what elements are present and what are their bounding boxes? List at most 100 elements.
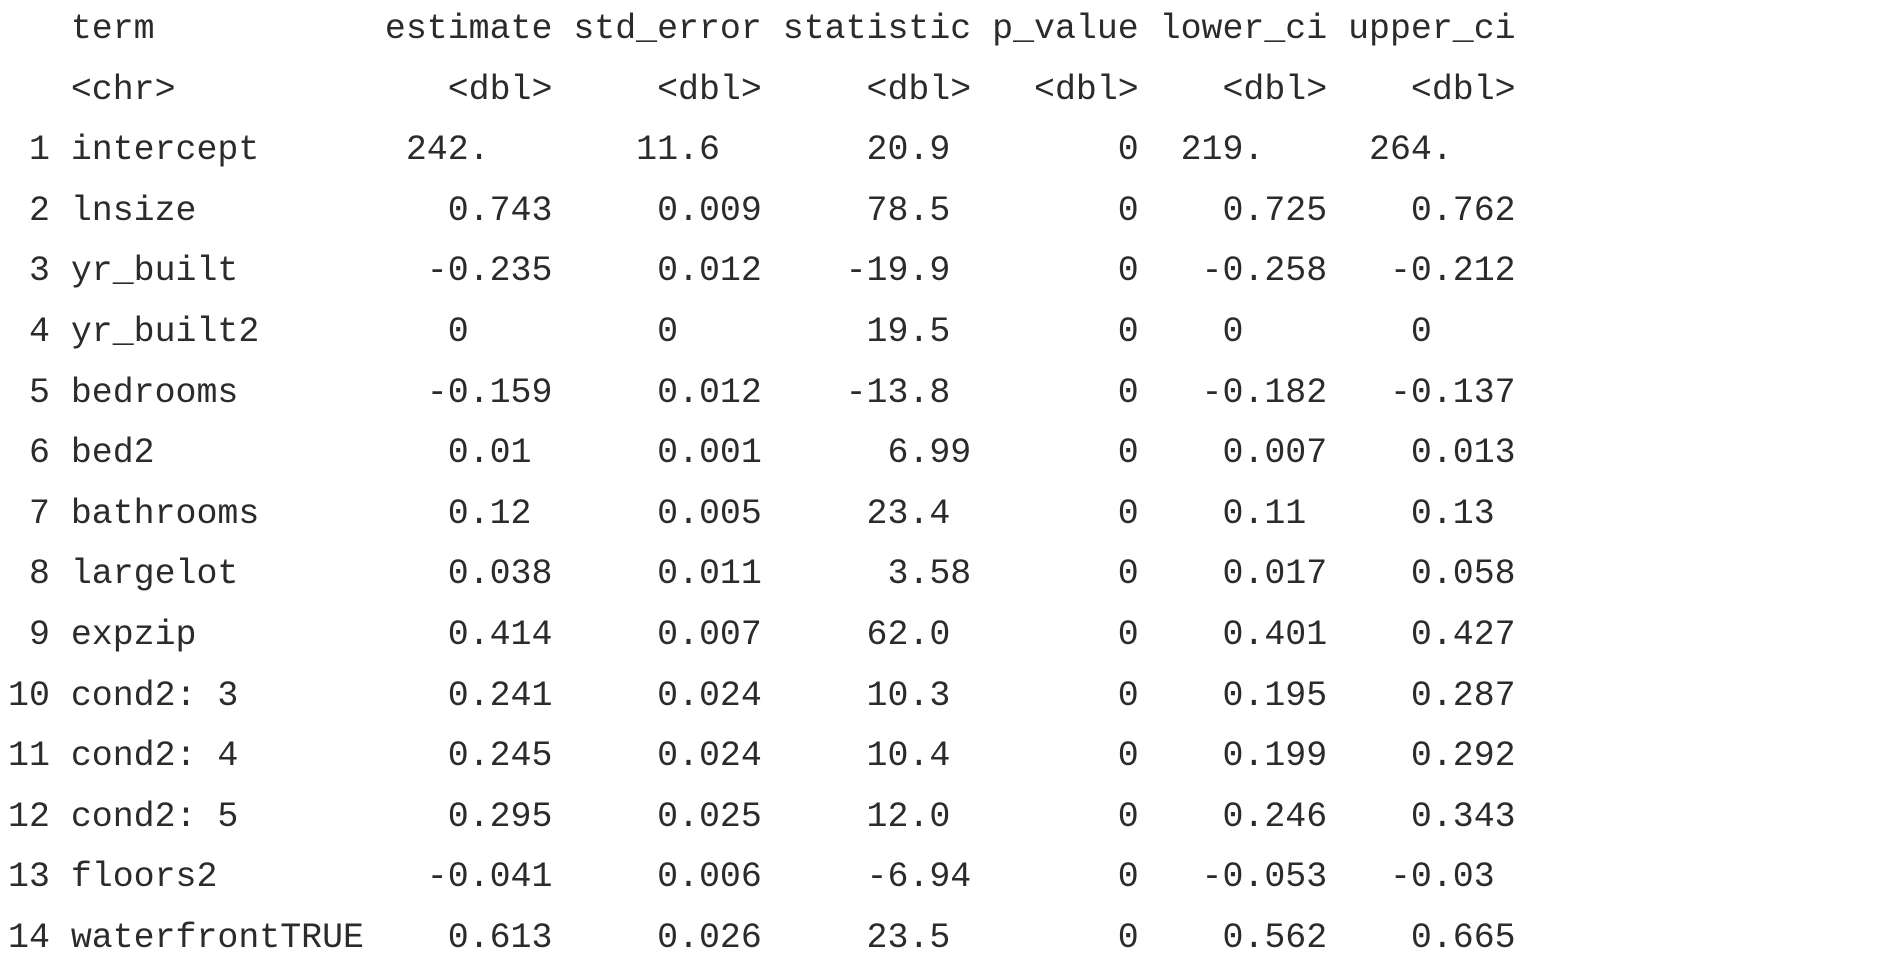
table-row: 8 largelot 0.038 0.011 3.58 0 0.017 0.05… bbox=[8, 545, 1516, 606]
statistic-cell: 10.3 bbox=[782, 676, 972, 716]
table-row: 5 bedrooms -0.159 0.012 -13.8 0 -0.182 -… bbox=[8, 364, 1516, 425]
std-error-cell: 0.011 bbox=[573, 555, 762, 595]
row-index: 11 bbox=[8, 737, 50, 777]
p-value-cell: 0 bbox=[992, 858, 1139, 898]
statistic-cell: 6.99 bbox=[782, 434, 972, 474]
term-cell: yr_built2 bbox=[70, 312, 364, 352]
statistic-cell: 23.4 bbox=[782, 494, 972, 534]
upper-ci-cell: 0.058 bbox=[1348, 555, 1516, 595]
row-index: 9 bbox=[8, 615, 50, 655]
p-value-cell: 0 bbox=[992, 737, 1139, 777]
std-error-cell: 0.025 bbox=[573, 797, 762, 837]
row-index: 6 bbox=[8, 434, 50, 474]
std-error-cell: 11.6 bbox=[573, 131, 762, 171]
header-types-row: <chr> <dbl> <dbl> <dbl> <dbl> <dbl> <dbl… bbox=[8, 61, 1516, 122]
p-value-cell: 0 bbox=[992, 797, 1139, 837]
table-row: 14 waterfrontTRUE 0.613 0.026 23.5 0 0.5… bbox=[8, 909, 1516, 970]
table-row: 7 bathrooms 0.12 0.005 23.4 0 0.11 0.13 bbox=[8, 485, 1516, 546]
statistic-cell: 78.5 bbox=[782, 191, 972, 231]
statistic-cell: 3.58 bbox=[782, 555, 972, 595]
p-value-cell: 0 bbox=[992, 615, 1139, 655]
p-value-cell: 0 bbox=[992, 494, 1139, 534]
estimate-cell: -0.041 bbox=[384, 858, 553, 898]
row-index: 10 bbox=[8, 676, 50, 716]
column-header-p-value: p_value bbox=[992, 10, 1139, 49]
column-type-term: <chr> bbox=[70, 70, 364, 110]
std-error-cell: 0.024 bbox=[573, 676, 762, 716]
upper-ci-cell: 0.665 bbox=[1348, 918, 1516, 958]
std-error-cell: 0.001 bbox=[573, 434, 762, 474]
statistic-cell: 62.0 bbox=[782, 615, 972, 655]
std-error-cell: 0.006 bbox=[573, 858, 762, 898]
upper-ci-cell: 0.427 bbox=[1348, 615, 1516, 655]
lower-ci-cell: 0 bbox=[1159, 312, 1328, 352]
table-row: 3 yr_built -0.235 0.012 -19.9 0 -0.258 -… bbox=[8, 242, 1516, 303]
statistic-cell: -13.8 bbox=[782, 373, 972, 413]
lower-ci-cell: 0.199 bbox=[1159, 737, 1328, 777]
term-cell: waterfrontTRUE bbox=[70, 918, 364, 958]
p-value-cell: 0 bbox=[992, 191, 1139, 231]
row-index: 3 bbox=[8, 252, 50, 292]
column-type-upper-ci: <dbl> bbox=[1348, 70, 1516, 110]
tibble-console-output: term estimate std_error statistic p_valu… bbox=[8, 0, 1516, 970]
lower-ci-cell: 0.195 bbox=[1159, 676, 1328, 716]
row-index: 1 bbox=[8, 131, 50, 171]
term-cell: cond2: 4 bbox=[70, 737, 364, 777]
std-error-cell: 0 bbox=[573, 312, 762, 352]
lower-ci-cell: 0.017 bbox=[1159, 555, 1328, 595]
column-type-lower-ci: <dbl> bbox=[1159, 70, 1328, 110]
column-type-p-value: <dbl> bbox=[992, 70, 1139, 110]
row-index: 7 bbox=[8, 494, 50, 534]
upper-ci-cell: 0.13 bbox=[1348, 494, 1516, 534]
row-index: 5 bbox=[8, 373, 50, 413]
lower-ci-cell: 0.725 bbox=[1159, 191, 1328, 231]
statistic-cell: -6.94 bbox=[782, 858, 972, 898]
row-index: 14 bbox=[8, 918, 50, 958]
column-header-std-error: std_error bbox=[573, 10, 762, 49]
row-index: 8 bbox=[8, 555, 50, 595]
upper-ci-cell: 0 bbox=[1348, 312, 1516, 352]
column-type-estimate: <dbl> bbox=[384, 70, 553, 110]
table-row: 12 cond2: 5 0.295 0.025 12.0 0 0.246 0.3… bbox=[8, 788, 1516, 849]
row-index: 13 bbox=[8, 858, 50, 898]
table-row: 6 bed2 0.01 0.001 6.99 0 0.007 0.013 bbox=[8, 424, 1516, 485]
table-row: 11 cond2: 4 0.245 0.024 10.4 0 0.199 0.2… bbox=[8, 727, 1516, 788]
p-value-cell: 0 bbox=[992, 252, 1139, 292]
term-cell: bed2 bbox=[70, 434, 364, 474]
term-cell: lnsize bbox=[70, 191, 364, 231]
column-header-estimate: estimate bbox=[384, 10, 553, 49]
p-value-cell: 0 bbox=[992, 312, 1139, 352]
term-cell: yr_built bbox=[70, 252, 364, 292]
p-value-cell: 0 bbox=[992, 373, 1139, 413]
upper-ci-cell: 264. bbox=[1348, 131, 1516, 171]
estimate-cell: 0.038 bbox=[384, 555, 553, 595]
lower-ci-cell: 0.246 bbox=[1159, 797, 1328, 837]
statistic-cell: 19.5 bbox=[782, 312, 972, 352]
p-value-cell: 0 bbox=[992, 918, 1139, 958]
upper-ci-cell: 0.292 bbox=[1348, 737, 1516, 777]
table-row: 2 lnsize 0.743 0.009 78.5 0 0.725 0.762 bbox=[8, 182, 1516, 243]
estimate-cell: 0.295 bbox=[384, 797, 553, 837]
term-cell: intercept bbox=[70, 131, 364, 171]
estimate-cell: 0 bbox=[384, 312, 553, 352]
std-error-cell: 0.012 bbox=[573, 373, 762, 413]
lower-ci-cell: 0.007 bbox=[1159, 434, 1328, 474]
table-row: 4 yr_built2 0 0 19.5 0 0 0 bbox=[8, 303, 1516, 364]
p-value-cell: 0 bbox=[992, 676, 1139, 716]
column-header-term: term bbox=[70, 10, 364, 49]
estimate-cell: 0.01 bbox=[384, 434, 553, 474]
statistic-cell: 10.4 bbox=[782, 737, 972, 777]
row-index: 12 bbox=[8, 797, 50, 837]
std-error-cell: 0.009 bbox=[573, 191, 762, 231]
row-index: 4 bbox=[8, 312, 50, 352]
std-error-cell: 0.026 bbox=[573, 918, 762, 958]
term-cell: bedrooms bbox=[70, 373, 364, 413]
term-cell: bathrooms bbox=[70, 494, 364, 534]
estimate-cell: -0.235 bbox=[384, 252, 553, 292]
std-error-cell: 0.007 bbox=[573, 615, 762, 655]
upper-ci-cell: 0.013 bbox=[1348, 434, 1516, 474]
upper-ci-cell: -0.137 bbox=[1348, 373, 1516, 413]
lower-ci-cell: -0.053 bbox=[1159, 858, 1328, 898]
column-header-lower-ci: lower_ci bbox=[1159, 10, 1328, 49]
estimate-cell: 0.12 bbox=[384, 494, 553, 534]
